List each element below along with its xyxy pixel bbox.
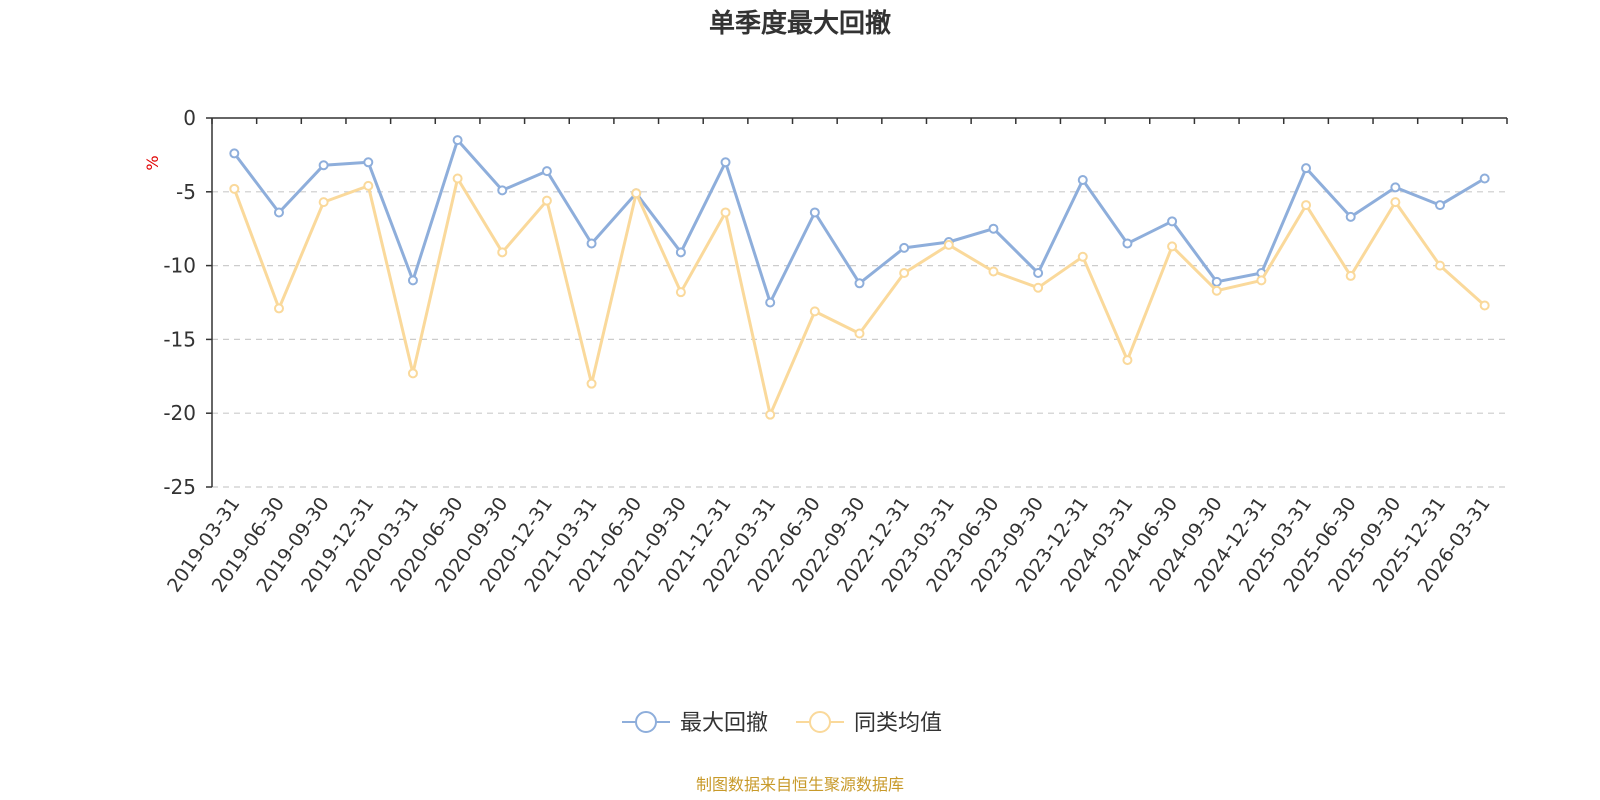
- data-point[interactable]: [497, 247, 508, 258]
- data-point[interactable]: [1390, 182, 1401, 193]
- data-point[interactable]: [1435, 200, 1446, 211]
- series-0: [229, 135, 1490, 308]
- grid-lines: [212, 191, 1507, 488]
- axes: [211, 117, 1508, 487]
- data-point[interactable]: [1345, 270, 1356, 281]
- data-point[interactable]: [988, 266, 999, 277]
- data-point[interactable]: [1390, 197, 1401, 208]
- data-point[interactable]: [854, 278, 865, 289]
- data-point[interactable]: [407, 368, 418, 379]
- data-point[interactable]: [1479, 173, 1490, 184]
- data-point[interactable]: [988, 223, 999, 234]
- legend-marker: [809, 711, 831, 733]
- legend: 最大回撤 同类均值: [622, 711, 942, 736]
- y-axis-unit: %: [143, 155, 162, 170]
- data-point[interactable]: [943, 239, 954, 250]
- data-point[interactable]: [720, 207, 731, 218]
- data-point[interactable]: [765, 297, 776, 308]
- data-point[interactable]: [1122, 355, 1133, 366]
- data-point[interactable]: [1256, 275, 1267, 286]
- data-point[interactable]: [899, 242, 910, 253]
- legend-item-0[interactable]: 最大回撤: [622, 711, 768, 736]
- chart-title: 单季度最大回撤: [709, 8, 891, 39]
- data-point[interactable]: [273, 303, 284, 314]
- y-tick-label: -15: [163, 327, 196, 351]
- series-line: [232, 177, 1486, 417]
- data-point[interactable]: [1479, 300, 1490, 311]
- data-point[interactable]: [586, 238, 597, 249]
- data-point[interactable]: [363, 157, 374, 168]
- data-point[interactable]: [1077, 174, 1088, 185]
- data-point[interactable]: [1033, 282, 1044, 293]
- x-axis-ticks: 2019-03-312019-06-302019-09-302019-12-31…: [163, 493, 1495, 596]
- data-point[interactable]: [675, 247, 686, 258]
- data-point[interactable]: [1211, 285, 1222, 296]
- data-point[interactable]: [809, 207, 820, 218]
- data-point[interactable]: [229, 148, 240, 159]
- data-point[interactable]: [497, 185, 508, 196]
- data-point[interactable]: [675, 287, 686, 298]
- data-point[interactable]: [363, 180, 374, 191]
- y-tick-label: -5: [176, 180, 196, 204]
- data-point[interactable]: [541, 195, 552, 206]
- data-point[interactable]: [631, 188, 642, 199]
- legend-item-1[interactable]: 同类均值: [796, 711, 942, 736]
- data-point[interactable]: [273, 207, 284, 218]
- data-point[interactable]: [452, 135, 463, 146]
- data-point[interactable]: [854, 328, 865, 339]
- data-point[interactable]: [1301, 163, 1312, 174]
- y-tick-label: 0: [183, 106, 196, 130]
- data-point[interactable]: [1435, 260, 1446, 271]
- data-point[interactable]: [809, 306, 820, 317]
- data-point[interactable]: [1345, 211, 1356, 222]
- data-point[interactable]: [318, 160, 329, 171]
- legend-label: 同类均值: [854, 711, 942, 736]
- data-point[interactable]: [1077, 251, 1088, 262]
- y-axis-ticks: 0 -5 -10 -15 -20 -25: [163, 106, 212, 499]
- data-point[interactable]: [720, 157, 731, 168]
- data-point[interactable]: [452, 173, 463, 184]
- series-layer: [229, 135, 1490, 420]
- data-point[interactable]: [229, 183, 240, 194]
- y-tick-label: -20: [163, 401, 196, 425]
- data-point[interactable]: [541, 166, 552, 177]
- data-point[interactable]: [1167, 241, 1178, 252]
- y-tick-label: -10: [163, 254, 196, 278]
- data-point[interactable]: [1033, 267, 1044, 278]
- data-point[interactable]: [1211, 276, 1222, 287]
- data-point[interactable]: [899, 267, 910, 278]
- data-point[interactable]: [1167, 216, 1178, 227]
- data-point[interactable]: [586, 378, 597, 389]
- data-point[interactable]: [407, 275, 418, 286]
- y-tick-label: -25: [163, 475, 196, 499]
- data-point[interactable]: [1122, 238, 1133, 249]
- legend-marker: [635, 711, 657, 733]
- source-note: 制图数据来自恒生聚源数据库: [696, 775, 904, 794]
- data-point[interactable]: [1301, 200, 1312, 211]
- data-point[interactable]: [765, 409, 776, 420]
- legend-label: 最大回撤: [680, 711, 768, 736]
- data-point[interactable]: [318, 197, 329, 208]
- series-1: [229, 173, 1490, 420]
